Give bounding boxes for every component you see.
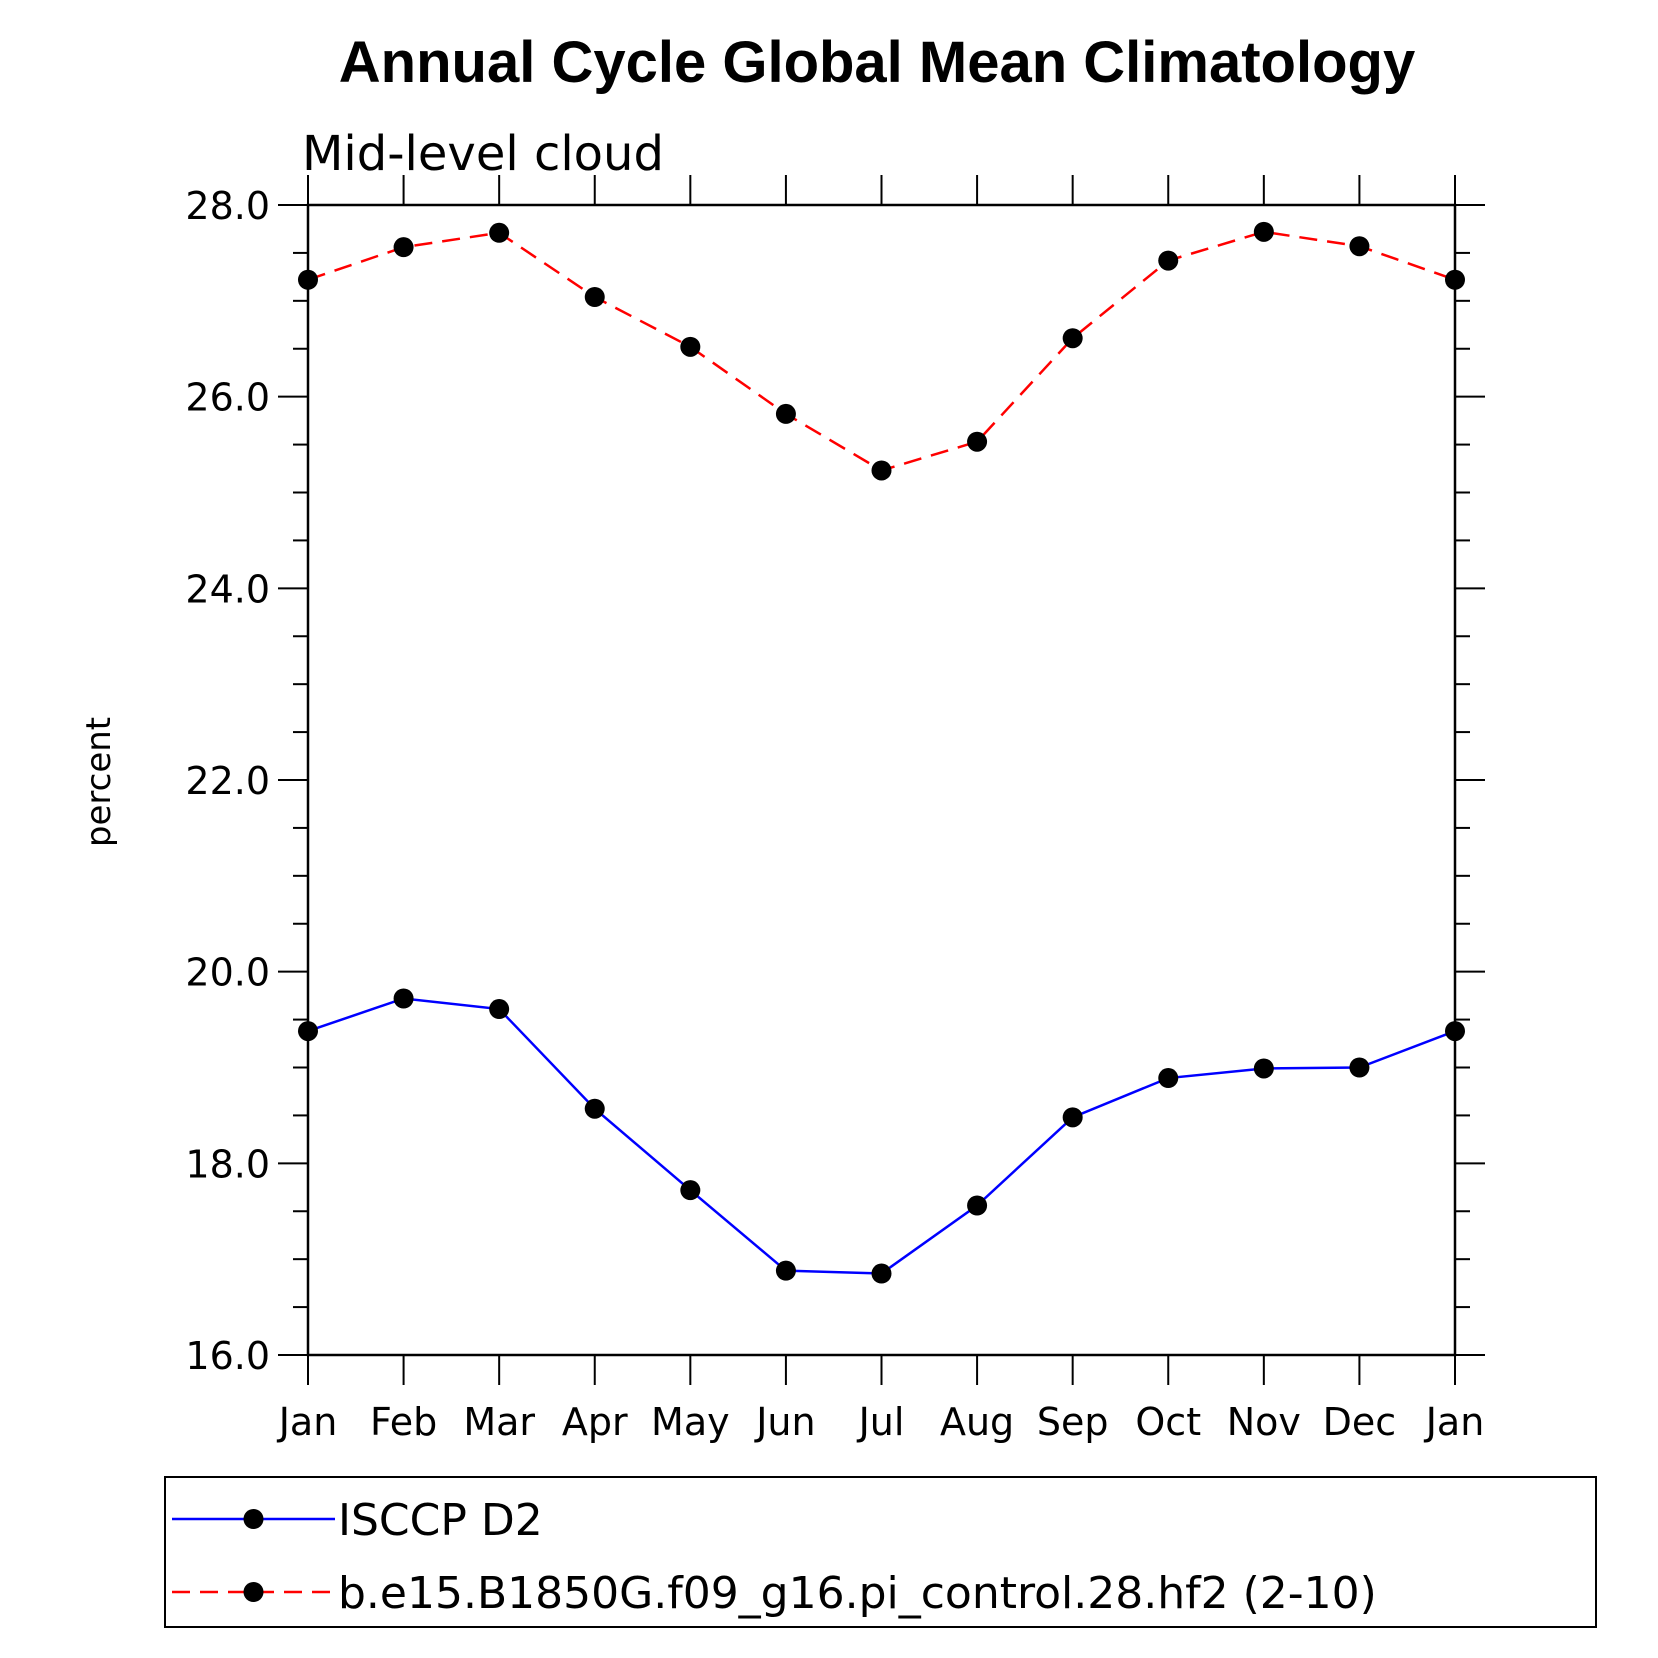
data-point bbox=[680, 336, 701, 357]
y-tick-label: 18.0 bbox=[185, 1142, 270, 1186]
series-layer bbox=[298, 221, 1465, 1284]
data-point bbox=[584, 287, 605, 307]
x-tick-label: Jan bbox=[277, 1400, 338, 1444]
y-tick-labels: 16.0 18.0 20.0 22.0 24.0 26.0 28.0 bbox=[185, 184, 270, 1378]
legend-marker bbox=[243, 1582, 264, 1602]
data-point bbox=[1253, 1058, 1274, 1079]
plot-frame bbox=[306, 203, 1457, 1357]
x-tick-labels: Jan Feb Mar Apr May Jun Jul Aug Sep Oct Nov Dec Jan bbox=[277, 1400, 1485, 1444]
data-point bbox=[393, 237, 414, 258]
x-tick-label: Feb bbox=[370, 1400, 437, 1444]
legend-label: b.e15.B1850G.f09_g16.pi_control.28.hf2 (… bbox=[338, 1568, 1377, 1619]
legend-marker bbox=[243, 1509, 264, 1529]
data-point bbox=[871, 460, 892, 481]
data-point bbox=[680, 1180, 701, 1201]
y-tick-label: 26.0 bbox=[185, 376, 270, 420]
y-tick-label: 20.0 bbox=[185, 951, 270, 995]
data-point bbox=[298, 1021, 318, 1042]
chart-title: Annual Cycle Global Mean Climatology bbox=[339, 30, 1415, 95]
x-tick-label: Aug bbox=[940, 1400, 1014, 1444]
series-line bbox=[307, 997, 1456, 1275]
y-tick-label: 22.0 bbox=[185, 759, 270, 803]
x-tick-label: Jan bbox=[1424, 1400, 1485, 1444]
y-axis-label: percent bbox=[79, 717, 119, 847]
data-point bbox=[871, 1263, 892, 1284]
x-tick-label: Apr bbox=[562, 1400, 628, 1444]
y-tick-label: 24.0 bbox=[185, 567, 270, 611]
data-point bbox=[775, 403, 796, 424]
data-point bbox=[1445, 269, 1465, 290]
x-tick-label: Oct bbox=[1135, 1400, 1201, 1444]
data-point bbox=[1158, 250, 1179, 271]
data-point bbox=[1349, 1057, 1370, 1078]
x-tick-label: Sep bbox=[1037, 1400, 1109, 1444]
data-point bbox=[298, 269, 318, 290]
data-point bbox=[1445, 1021, 1465, 1042]
x-tick-label: Jun bbox=[754, 1400, 815, 1444]
legend-entry: b.e15.B1850G.f09_g16.pi_control.28.hf2 (… bbox=[172, 1568, 1377, 1619]
legend: ISCCP D2 b.e15.B1850G.f09_g16.pi_control.… bbox=[164, 1476, 1597, 1628]
data-point bbox=[1253, 221, 1274, 242]
data-point bbox=[1062, 1107, 1083, 1128]
data-point bbox=[584, 1098, 605, 1119]
plot-area bbox=[306, 203, 1457, 1357]
legend-label: ISCCP D2 bbox=[338, 1495, 543, 1546]
x-tick-label: Dec bbox=[1323, 1400, 1397, 1444]
series-0 bbox=[298, 988, 1465, 1284]
data-point bbox=[775, 1260, 796, 1281]
axis-ticks bbox=[278, 175, 1485, 1385]
data-point bbox=[489, 999, 510, 1020]
legend-entry: ISCCP D2 bbox=[172, 1495, 543, 1546]
x-tick-label: Mar bbox=[463, 1400, 535, 1444]
x-tick-label: Nov bbox=[1227, 1400, 1301, 1444]
x-tick-label: Jul bbox=[857, 1400, 905, 1444]
chart-subtitle: Mid-level cloud bbox=[302, 126, 664, 182]
y-tick-label: 16.0 bbox=[185, 1334, 270, 1378]
data-point bbox=[1062, 328, 1083, 349]
data-point bbox=[967, 1195, 988, 1216]
data-point bbox=[489, 222, 510, 243]
series-line bbox=[307, 230, 1456, 472]
series-1 bbox=[298, 221, 1465, 481]
y-tick-label: 28.0 bbox=[185, 184, 270, 228]
x-tick-label: May bbox=[651, 1400, 730, 1444]
data-point bbox=[1158, 1068, 1179, 1089]
data-point bbox=[1349, 236, 1370, 257]
legend-box bbox=[164, 1476, 1597, 1628]
data-point bbox=[967, 431, 988, 452]
data-point bbox=[393, 988, 414, 1009]
